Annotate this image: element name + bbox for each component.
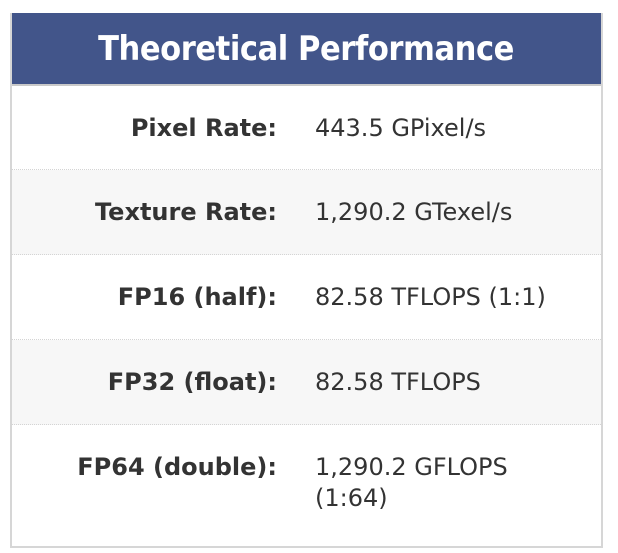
theoretical-performance-card: Theoretical Performance Pixel Rate: 443.… — [10, 13, 603, 548]
spec-row-pixel-rate: Pixel Rate: 443.5 GPixel/s — [12, 86, 601, 170]
spec-row-texture-rate: Texture Rate: 1,290.2 GTexel/s — [12, 170, 601, 255]
card-title: Theoretical Performance — [98, 28, 515, 69]
spec-label: Texture Rate: — [95, 198, 277, 226]
card-header: Theoretical Performance — [12, 13, 601, 86]
spec-value: 82.58 TFLOPS — [315, 368, 481, 396]
spec-value: 443.5 GPixel/s — [315, 114, 487, 142]
spec-row-fp64: FP64 (double): 1,290.2 GFLOPS (1:64) — [12, 425, 601, 546]
spec-row-fp16: FP16 (half): 82.58 TFLOPS (1:1) — [12, 255, 601, 340]
spec-row-fp32: FP32 (float): 82.58 TFLOPS — [12, 340, 601, 425]
spec-value: 1,290.2 GFLOPS (1:64) — [315, 453, 508, 512]
spec-label: FP32 (float): — [107, 368, 277, 396]
spec-value: 82.58 TFLOPS (1:1) — [315, 283, 546, 311]
spec-label: FP16 (half): — [117, 283, 277, 311]
spec-value: 1,290.2 GTexel/s — [315, 198, 513, 226]
spec-label: FP64 (double): — [77, 453, 277, 481]
spec-label: Pixel Rate: — [130, 114, 277, 142]
